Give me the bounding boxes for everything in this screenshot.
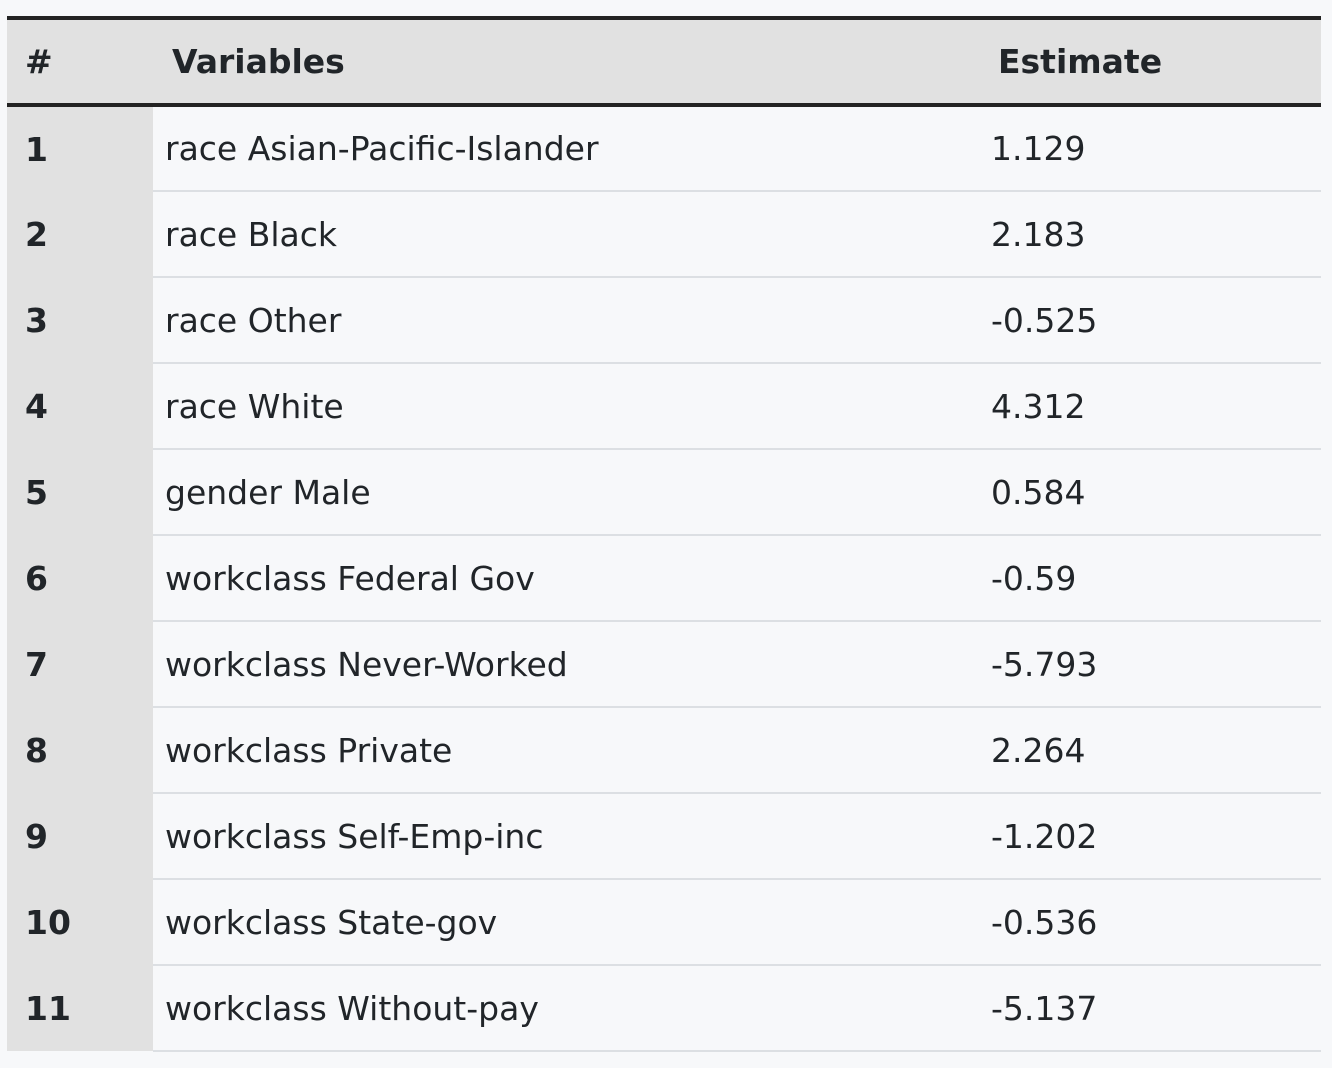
table-row: 1 race Asian-Pacific-Islander 1.129: [7, 105, 1321, 192]
table-row: 9 workclass Self-Emp-inc -1.202: [7, 793, 1321, 880]
table-row: 5 gender Male 0.584: [7, 449, 1321, 536]
table-row: 4 race White 4.312: [7, 363, 1321, 450]
row-index: 2: [7, 191, 153, 277]
row-variable: race White: [153, 363, 979, 450]
table-row: 2 race Black 2.183: [7, 191, 1321, 278]
row-estimate: -5.793: [979, 621, 1321, 708]
row-estimate: -0.536: [979, 879, 1321, 966]
row-index: 3: [7, 277, 153, 363]
row-estimate: 2.264: [979, 707, 1321, 794]
table-row: 11 workclass Without-pay -5.137: [7, 965, 1321, 1052]
row-index: 7: [7, 621, 153, 707]
row-variable: workclass Private: [153, 707, 979, 794]
row-variable: race Asian-Pacific-Islander: [153, 105, 979, 192]
table-body: 1 race Asian-Pacific-Islander 1.129 2 ra…: [7, 105, 1321, 1052]
row-variable: workclass Without-pay: [153, 965, 979, 1052]
table-row: 7 workclass Never-Worked -5.793: [7, 621, 1321, 708]
row-index: 10: [7, 879, 153, 965]
row-estimate: 4.312: [979, 363, 1321, 450]
estimates-table-container: # Variables Estimate 1 race Asian-Pacifi…: [7, 16, 1321, 1052]
row-variable: gender Male: [153, 449, 979, 536]
header-variables: Variables: [153, 16, 979, 107]
row-estimate: 1.129: [979, 105, 1321, 192]
row-index: 1: [7, 105, 153, 191]
table-row: 10 workclass State-gov -0.536: [7, 879, 1321, 966]
row-estimate: -0.525: [979, 277, 1321, 364]
header-row: # Variables Estimate: [7, 16, 1321, 107]
row-variable: workclass Self-Emp-inc: [153, 793, 979, 880]
table-row: 3 race Other -0.525: [7, 277, 1321, 364]
row-index: 4: [7, 363, 153, 449]
estimates-table: # Variables Estimate 1 race Asian-Pacifi…: [7, 16, 1321, 1052]
header-estimate: Estimate: [979, 16, 1321, 107]
header-index: #: [7, 16, 153, 107]
row-estimate: 2.183: [979, 191, 1321, 278]
row-index: 9: [7, 793, 153, 879]
row-index: 11: [7, 965, 153, 1051]
row-variable: race Other: [153, 277, 979, 364]
row-estimate: -5.137: [979, 965, 1321, 1052]
row-variable: workclass Never-Worked: [153, 621, 979, 708]
table-row: 6 workclass Federal Gov -0.59: [7, 535, 1321, 622]
table-header: # Variables Estimate: [7, 16, 1321, 107]
table-row: 8 workclass Private 2.264: [7, 707, 1321, 794]
row-variable: workclass State-gov: [153, 879, 979, 966]
row-index: 5: [7, 449, 153, 535]
row-variable: race Black: [153, 191, 979, 278]
row-estimate: -0.59: [979, 535, 1321, 622]
row-variable: workclass Federal Gov: [153, 535, 979, 622]
row-estimate: 0.584: [979, 449, 1321, 536]
row-index: 6: [7, 535, 153, 621]
row-index: 8: [7, 707, 153, 793]
row-estimate: -1.202: [979, 793, 1321, 880]
